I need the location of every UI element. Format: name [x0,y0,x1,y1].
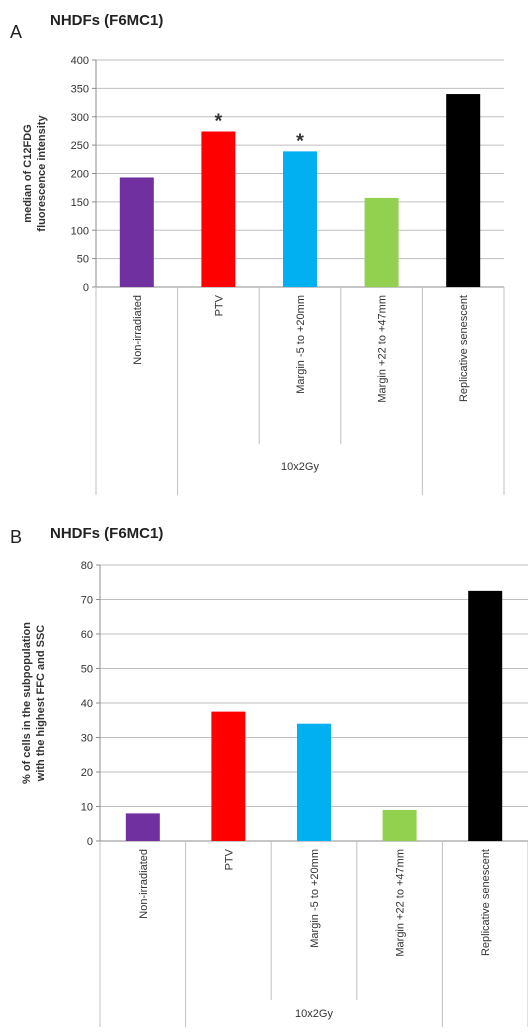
y-tick-label: 70 [81,595,93,607]
group-label: 10x2Gy [295,1008,333,1020]
y-tick-label: 100 [71,225,89,237]
bar [125,813,160,841]
bar [283,151,317,287]
y-tick-label: 200 [71,169,89,181]
panel-letter-a: A [10,22,23,42]
significance-marker: * [215,111,223,133]
x-tick-label: Non-irradiated [138,849,150,919]
x-tick-label: PTV [223,848,235,870]
y-axis-label: % of cells in the subpopulation with the … [21,622,47,784]
y-tick-label: 400 [71,55,89,67]
y-tick-label: 250 [71,140,89,152]
chart-title-b: NHDFs (F6MC1) [50,525,164,542]
y-tick-label: 60 [81,629,93,641]
x-tick-label: Margin -5 to +20mm [309,849,321,948]
bar [201,131,236,287]
bar-chart-a: 0 50 100 150 200 250 300 350 400 median of C12FDG… [22,55,505,495]
chart-title-a: NHDFs (F6MC1) [50,12,164,29]
bar [446,94,481,287]
y-axis-label: median of C12FDG fluorescence intensity [22,115,48,232]
y-tick-label: 300 [71,112,89,124]
y-tick-label: 150 [71,197,89,209]
y-tick-label: 20 [81,767,93,779]
y-tick-label: 350 [71,83,89,95]
y-tick-label: 50 [77,254,89,266]
panel-letter-b: B [10,527,23,547]
x-tick-label: Replicative senescent [480,849,492,956]
group-label: 10x2Gy [281,461,319,473]
y-tick-label: 10 [81,802,93,814]
y-tick-label: 0 [83,282,89,294]
significance-marker: * [296,130,304,152]
x-tick-label: Non-irradiated [132,295,144,365]
x-tick-label: PTV [213,294,225,316]
chart-panel-a: A NHDFs (F6MC1) 0 50 100 150 200 250 300 350 400… [0,0,528,500]
y-tick-label: 40 [81,698,93,710]
y-tick-label: 80 [81,560,93,572]
bar [119,177,154,287]
x-tick-label: Margin +22 to +47mm [395,849,407,957]
y-tick-label: 50 [81,664,93,676]
y-tick-label: 30 [81,733,93,745]
bar-chart-b: 0 10 20 30 40 50 60 70 80 % of cells in the subpo… [21,560,528,1027]
bar [297,723,331,841]
x-tick-label: Margin +22 to +47mm [377,295,389,403]
chart-panel-b: B NHDFs (F6MC1) 0 10 20 30 40 50 60 70 80 % of ce… [0,515,528,1030]
y-tick-label: 0 [87,836,93,848]
bar [382,809,417,841]
bar [468,590,503,841]
bar [211,711,246,841]
x-tick-label: Margin -5 to +20mm [295,295,307,394]
bar [364,197,399,287]
x-tick-label: Replicative senescent [458,295,470,402]
